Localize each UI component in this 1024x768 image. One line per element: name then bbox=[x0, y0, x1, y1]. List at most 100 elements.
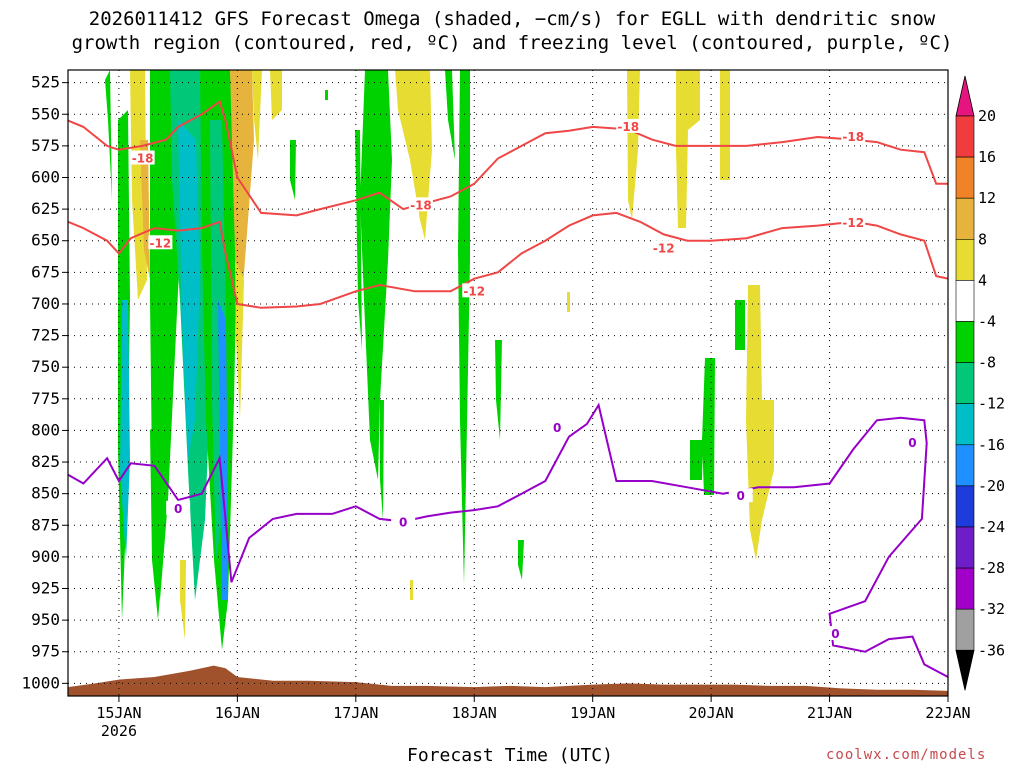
colorbar-swatch bbox=[955, 526, 975, 569]
contour-label-bg bbox=[823, 626, 848, 641]
omega-region bbox=[627, 70, 640, 220]
omega-region bbox=[410, 580, 413, 600]
omega-region bbox=[458, 70, 470, 585]
y-tick-label: 700 bbox=[31, 294, 60, 313]
omega-shading bbox=[105, 70, 774, 650]
colorbar-swatch bbox=[955, 197, 975, 240]
colorbar-swatch bbox=[955, 444, 975, 487]
contour-label-bg bbox=[545, 419, 570, 434]
colorbar-label: -8 bbox=[978, 354, 996, 372]
chart-subtitle: growth region (contoured, red, ºC) and f… bbox=[71, 32, 953, 54]
omega-region bbox=[130, 70, 147, 300]
x-tick-label: 17JAN bbox=[333, 704, 378, 722]
x-tick-label: 19JAN bbox=[570, 704, 615, 722]
omega-region bbox=[252, 70, 262, 160]
colorbar-top-arrow bbox=[955, 75, 975, 117]
colorbar-swatch bbox=[955, 156, 975, 199]
x-tick-label: 21JAN bbox=[807, 704, 852, 722]
contour-label: 0 bbox=[737, 489, 745, 503]
plot-frame bbox=[67, 69, 949, 697]
omega-region bbox=[518, 540, 524, 580]
contour-label-bg bbox=[130, 150, 155, 165]
omega-region bbox=[702, 358, 715, 495]
x-axis-label: Forecast Time (UTC) bbox=[407, 745, 613, 766]
omega-region bbox=[720, 70, 730, 180]
contour-label: 0 bbox=[831, 627, 839, 641]
y-tick-label: 575 bbox=[31, 136, 60, 155]
contour-label-bg bbox=[166, 500, 191, 515]
y-tick-label: 1000 bbox=[21, 673, 60, 692]
contour-label: 0 bbox=[174, 502, 182, 516]
contour-label-bg bbox=[148, 235, 173, 250]
contour-label: 0 bbox=[908, 436, 916, 450]
x-axis: 15JAN 16JAN 17JAN 18JAN 19JAN 20JAN 21JAN 22JAN… bbox=[96, 696, 971, 740]
omega-region bbox=[495, 340, 502, 440]
colorbar-swatch bbox=[955, 239, 975, 281]
omega-region bbox=[290, 140, 296, 200]
x-tick-label: 18JAN bbox=[452, 704, 497, 722]
contour-label-bg bbox=[462, 283, 487, 298]
freezing-level-contour bbox=[68, 402, 948, 678]
colorbar-label: -16 bbox=[978, 436, 1005, 454]
credit-link[interactable]: coolwx.com/models bbox=[826, 747, 987, 763]
contour-label-bg bbox=[900, 435, 925, 450]
omega-region bbox=[445, 70, 455, 160]
y-tick-label: 550 bbox=[31, 104, 60, 123]
colorbar-swatch bbox=[955, 280, 975, 322]
colorbar-label: -32 bbox=[978, 600, 1005, 618]
x-tick-label: 16JAN bbox=[215, 704, 260, 722]
omega-region bbox=[325, 90, 328, 100]
omega-region bbox=[746, 285, 774, 560]
omega-region bbox=[270, 70, 282, 120]
contour-label: 0 bbox=[399, 516, 407, 530]
dgz-minus18-contour bbox=[68, 99, 948, 217]
contour-label-bg bbox=[616, 118, 641, 133]
x-tick-label: 22JAN bbox=[925, 704, 970, 722]
x-tick-label: 20JAN bbox=[689, 704, 734, 722]
colorbar-swatch bbox=[955, 362, 975, 405]
colorbar: 20 16 12 8 4 -4 -8 -12 -16 -20 -24 -28 -32 -36 bbox=[955, 75, 1005, 691]
y-tick-label: 675 bbox=[31, 262, 60, 281]
omega-region bbox=[105, 70, 112, 200]
colorbar-label: -36 bbox=[978, 641, 1005, 659]
y-tick-label: 900 bbox=[31, 547, 60, 566]
colorbar-label: 12 bbox=[978, 189, 996, 207]
y-tick-label: 875 bbox=[31, 515, 60, 534]
omega-region bbox=[676, 70, 700, 228]
colorbar-label: -24 bbox=[978, 518, 1005, 536]
chart-title: 2026011412 GFS Forecast Omega (shaded, −… bbox=[88, 8, 936, 30]
colorbar-label: 16 bbox=[978, 148, 996, 166]
contour-label: -12 bbox=[653, 241, 675, 255]
y-tick-label: 975 bbox=[31, 642, 60, 661]
contour-label-bg bbox=[651, 240, 676, 255]
colorbar-label: -4 bbox=[978, 313, 996, 331]
omega-region bbox=[235, 260, 244, 420]
omega-region bbox=[380, 400, 384, 520]
y-tick-label: 600 bbox=[31, 167, 60, 186]
contour-label-bg bbox=[391, 514, 416, 529]
contour-label: -18 bbox=[410, 198, 432, 212]
x-tick-year: 2026 bbox=[101, 722, 137, 740]
y-tick-label: 925 bbox=[31, 579, 60, 598]
colorbar-label: 4 bbox=[978, 271, 987, 289]
dgz-minus12-contour bbox=[68, 211, 948, 309]
omega-region bbox=[567, 292, 570, 312]
x-tick-label: 15JAN bbox=[96, 704, 141, 722]
omega-region bbox=[690, 440, 703, 480]
contour-label: -12 bbox=[842, 216, 864, 230]
y-tick-label: 850 bbox=[31, 484, 60, 503]
colorbar-bottom-arrow bbox=[955, 649, 975, 691]
omega-region bbox=[395, 70, 432, 240]
colorbar-swatch bbox=[955, 115, 975, 158]
y-tick-label: 950 bbox=[31, 610, 60, 629]
colorbar-label: 8 bbox=[978, 230, 987, 248]
colorbar-swatch bbox=[955, 321, 975, 363]
omega-region bbox=[735, 300, 745, 350]
omega-region bbox=[178, 120, 200, 460]
contour-label: -18 bbox=[617, 120, 639, 134]
contour-label-bg bbox=[841, 129, 866, 144]
colorbar-label: -12 bbox=[978, 395, 1005, 413]
omega-region bbox=[120, 300, 130, 560]
contour-label: -18 bbox=[132, 152, 154, 166]
colorbar-label: -20 bbox=[978, 477, 1005, 495]
